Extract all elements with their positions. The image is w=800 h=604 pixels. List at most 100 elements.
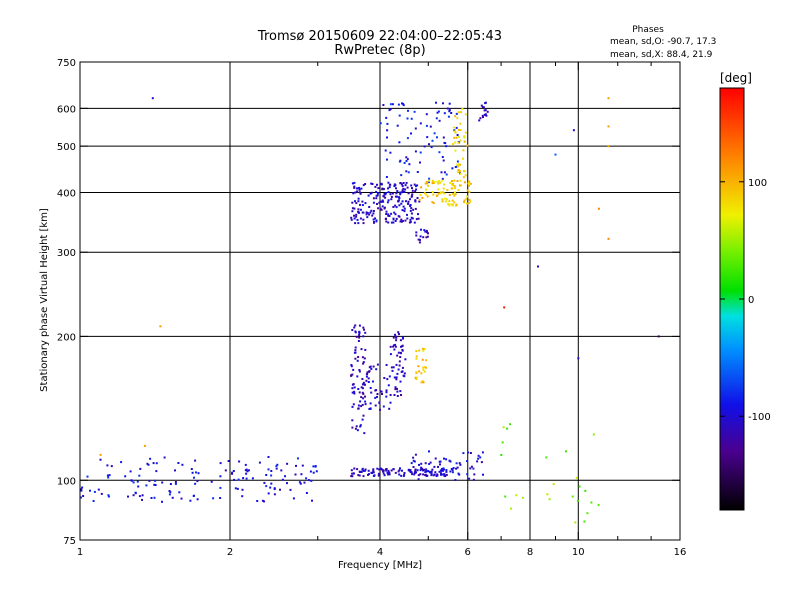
data-point xyxy=(448,110,451,113)
data-point xyxy=(284,475,286,478)
data-point xyxy=(238,460,241,463)
data-point xyxy=(443,112,446,115)
data-point xyxy=(395,376,398,379)
data-point xyxy=(387,199,390,202)
data-point xyxy=(423,348,426,350)
data-point xyxy=(407,109,409,112)
data-point xyxy=(418,370,421,373)
data-point xyxy=(375,368,378,371)
data-point xyxy=(362,184,365,187)
data-point xyxy=(390,212,393,215)
data-point xyxy=(402,187,405,190)
data-point xyxy=(365,211,368,214)
data-point xyxy=(368,213,371,216)
data-point xyxy=(427,181,430,184)
data-point xyxy=(442,159,445,162)
data-point xyxy=(356,218,359,221)
data-point xyxy=(353,217,356,220)
data-point xyxy=(376,393,379,395)
data-point xyxy=(459,463,462,466)
data-point xyxy=(433,132,436,135)
data-point xyxy=(231,471,234,474)
data-point xyxy=(484,109,487,112)
data-point xyxy=(273,488,276,491)
data-point xyxy=(402,474,405,477)
data-point xyxy=(403,472,406,474)
data-point xyxy=(385,210,388,213)
data-point xyxy=(388,407,391,410)
data-point xyxy=(396,190,399,192)
data-point xyxy=(392,206,395,208)
data-point xyxy=(263,481,266,484)
data-point xyxy=(375,194,378,197)
data-point xyxy=(356,187,359,190)
data-point xyxy=(460,111,462,114)
data-point xyxy=(386,471,389,474)
x-tick-label: 16 xyxy=(674,547,687,558)
data-point xyxy=(393,185,396,188)
data-point xyxy=(389,183,392,186)
data-point xyxy=(303,481,306,484)
data-point xyxy=(452,126,455,129)
data-point xyxy=(420,372,423,375)
data-point xyxy=(163,456,166,459)
data-point xyxy=(360,471,363,473)
data-point xyxy=(503,306,506,309)
data-point xyxy=(363,357,366,360)
data-point xyxy=(548,498,551,501)
data-point xyxy=(458,135,460,138)
data-point xyxy=(444,200,447,203)
data-point xyxy=(350,364,353,366)
data-point xyxy=(398,360,401,363)
data-point xyxy=(377,207,380,210)
data-point xyxy=(358,470,361,473)
data-point xyxy=(405,160,408,162)
data-point xyxy=(375,190,378,193)
data-point xyxy=(425,124,428,127)
data-point xyxy=(392,221,395,224)
data-point xyxy=(124,475,127,478)
data-point xyxy=(379,390,382,393)
data-point xyxy=(388,186,391,189)
data-point xyxy=(196,480,199,483)
data-point xyxy=(372,197,375,200)
data-point xyxy=(362,362,365,365)
data-point xyxy=(372,210,375,212)
data-point xyxy=(438,119,441,122)
data-point xyxy=(353,186,356,189)
data-point xyxy=(86,475,89,478)
data-point xyxy=(174,483,177,485)
y-tick-label: 500 xyxy=(57,142,76,153)
data-point xyxy=(134,492,137,495)
data-point xyxy=(453,185,456,188)
data-point xyxy=(415,350,418,353)
data-point xyxy=(267,456,270,458)
data-point xyxy=(408,163,411,166)
data-point xyxy=(463,181,466,184)
data-point xyxy=(457,169,460,171)
data-point xyxy=(448,200,451,203)
data-point xyxy=(437,188,440,191)
data-point xyxy=(412,466,415,468)
data-point xyxy=(80,496,82,499)
data-point xyxy=(352,472,355,475)
data-point xyxy=(389,394,392,396)
data-point xyxy=(425,193,428,196)
data-point xyxy=(578,485,581,488)
data-point xyxy=(442,187,445,190)
data-point xyxy=(392,217,395,220)
data-point xyxy=(410,184,413,187)
data-point xyxy=(362,469,365,472)
data-point xyxy=(367,377,370,380)
data-point xyxy=(451,471,454,474)
data-point xyxy=(367,469,370,472)
data-point xyxy=(420,381,423,384)
data-point xyxy=(443,468,445,471)
data-point xyxy=(420,468,423,470)
data-point xyxy=(396,354,399,357)
data-point xyxy=(457,111,460,114)
data-point xyxy=(356,359,359,362)
data-point xyxy=(357,222,360,225)
data-point xyxy=(397,199,400,202)
data-point xyxy=(440,473,442,476)
